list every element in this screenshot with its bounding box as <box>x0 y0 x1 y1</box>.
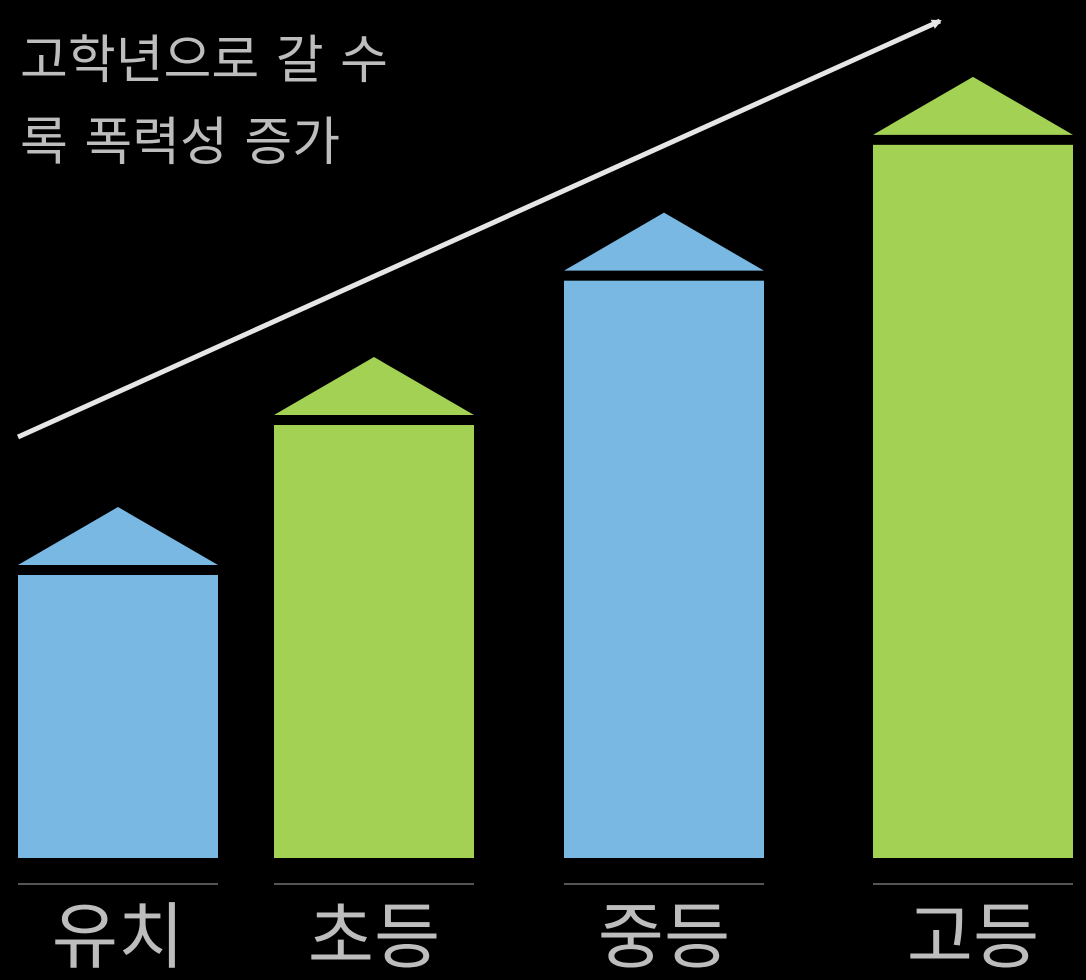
category-label-1: 유치 <box>52 895 184 979</box>
category-label-4: 고등 <box>907 895 1039 979</box>
bar-1 <box>18 575 218 858</box>
chart-title-line-1: 고학년으로 갈 수 <box>20 31 388 91</box>
bar-cap-2 <box>274 357 474 416</box>
bar-4 <box>873 144 1073 859</box>
bar-2 <box>274 425 474 858</box>
bar-cap-4 <box>873 76 1073 135</box>
bar-cap-3 <box>564 212 764 271</box>
category-label-3: 중등 <box>598 895 730 979</box>
category-label-2: 초등 <box>308 895 440 979</box>
trend-arrow <box>16 18 942 440</box>
bar-cap-1 <box>18 507 218 565</box>
bar-3 <box>564 280 764 858</box>
chart-title-line-2: 록 폭력성 증가 <box>20 113 341 173</box>
